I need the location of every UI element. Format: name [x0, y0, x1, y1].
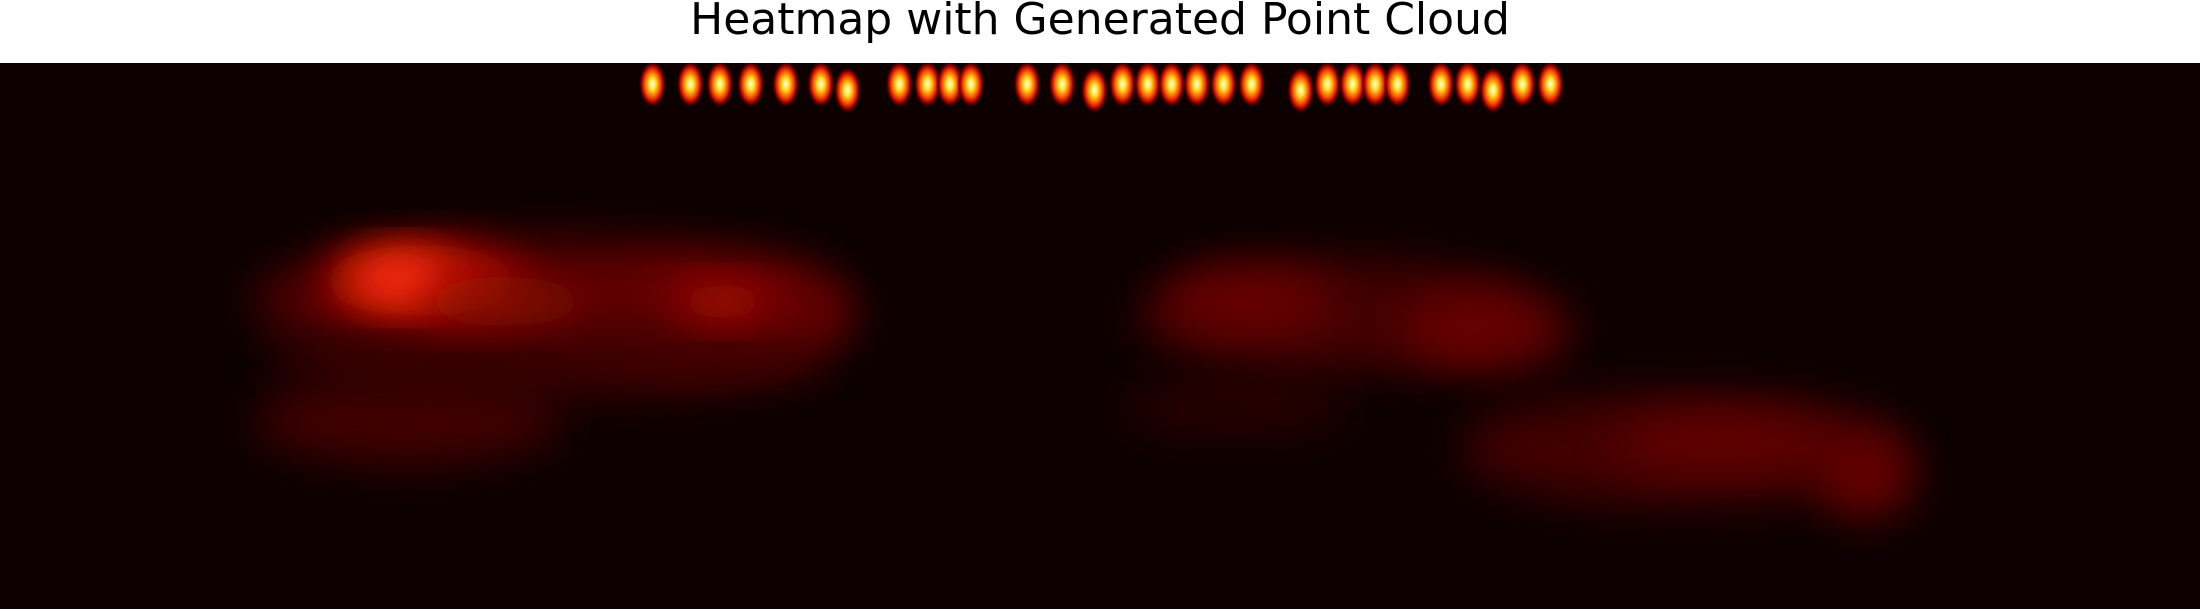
- heat-region: [1613, 413, 1839, 471]
- hot-spot: [1048, 63, 1077, 109]
- hot-spot: [1478, 66, 1507, 115]
- hot-spot: [1426, 63, 1455, 109]
- hot-spot: [638, 63, 667, 109]
- hot-spot: [935, 63, 964, 109]
- heat-regions: [252, 238, 1916, 520]
- heat-region: [1164, 266, 1333, 337]
- chart-title: Heatmap with Generated Point Cloud: [690, 0, 1510, 45]
- heat-region: [252, 378, 562, 464]
- hot-spot: [736, 63, 765, 109]
- hot-spot: [956, 63, 985, 109]
- heat-region: [266, 315, 828, 400]
- hot-spot: [1536, 63, 1565, 109]
- hot-spot: [833, 66, 862, 115]
- hot-spot: [676, 63, 705, 109]
- hot-spot: [1313, 63, 1342, 109]
- hot-spot: [1237, 63, 1266, 109]
- hot-spot: [1453, 63, 1482, 109]
- hot-spot: [1383, 63, 1412, 109]
- hot-spot: [913, 63, 942, 109]
- heatmap: [0, 63, 2200, 609]
- heat-region: [420, 276, 590, 327]
- heat-region: [350, 252, 449, 304]
- heat-region: [1403, 287, 1572, 372]
- heat-region: [1816, 434, 1916, 520]
- hot-spot: [1361, 63, 1389, 109]
- hot-spot: [1286, 66, 1315, 115]
- hot-spot: [1133, 63, 1162, 109]
- hot-spot: [771, 63, 800, 109]
- hot-spot: [1157, 63, 1186, 109]
- hot-spot: [1080, 66, 1109, 115]
- hot-spots: [638, 63, 1565, 115]
- heat-region: [673, 282, 772, 322]
- hot-spot: [885, 63, 914, 109]
- hot-spot: [1508, 63, 1537, 109]
- hot-spot: [806, 63, 835, 109]
- hot-spot: [705, 63, 734, 109]
- heat-region: [1122, 378, 1347, 435]
- hot-spot: [1013, 63, 1042, 109]
- hot-spot: [1209, 63, 1238, 109]
- hot-spot: [1108, 63, 1137, 109]
- hot-spot: [1182, 63, 1211, 109]
- hot-spot: [1338, 63, 1367, 109]
